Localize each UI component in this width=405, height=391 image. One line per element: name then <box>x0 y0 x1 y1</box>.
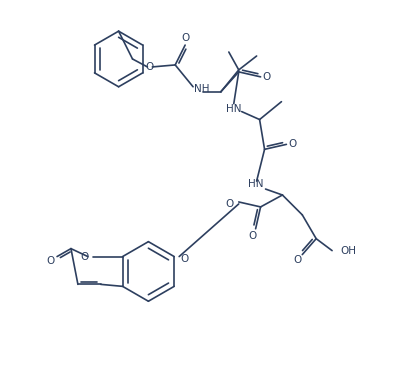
Text: O: O <box>225 199 233 209</box>
Text: O: O <box>262 72 270 82</box>
Text: O: O <box>181 33 189 43</box>
Text: O: O <box>80 251 89 262</box>
Text: NH: NH <box>194 84 209 94</box>
Text: O: O <box>288 139 296 149</box>
Text: O: O <box>145 62 153 72</box>
Text: O: O <box>292 255 301 265</box>
Text: HN: HN <box>247 179 262 189</box>
Text: O: O <box>180 253 188 264</box>
Text: HN: HN <box>225 104 241 114</box>
Text: OH: OH <box>339 246 355 256</box>
Text: O: O <box>46 256 54 265</box>
Text: O: O <box>248 231 256 241</box>
